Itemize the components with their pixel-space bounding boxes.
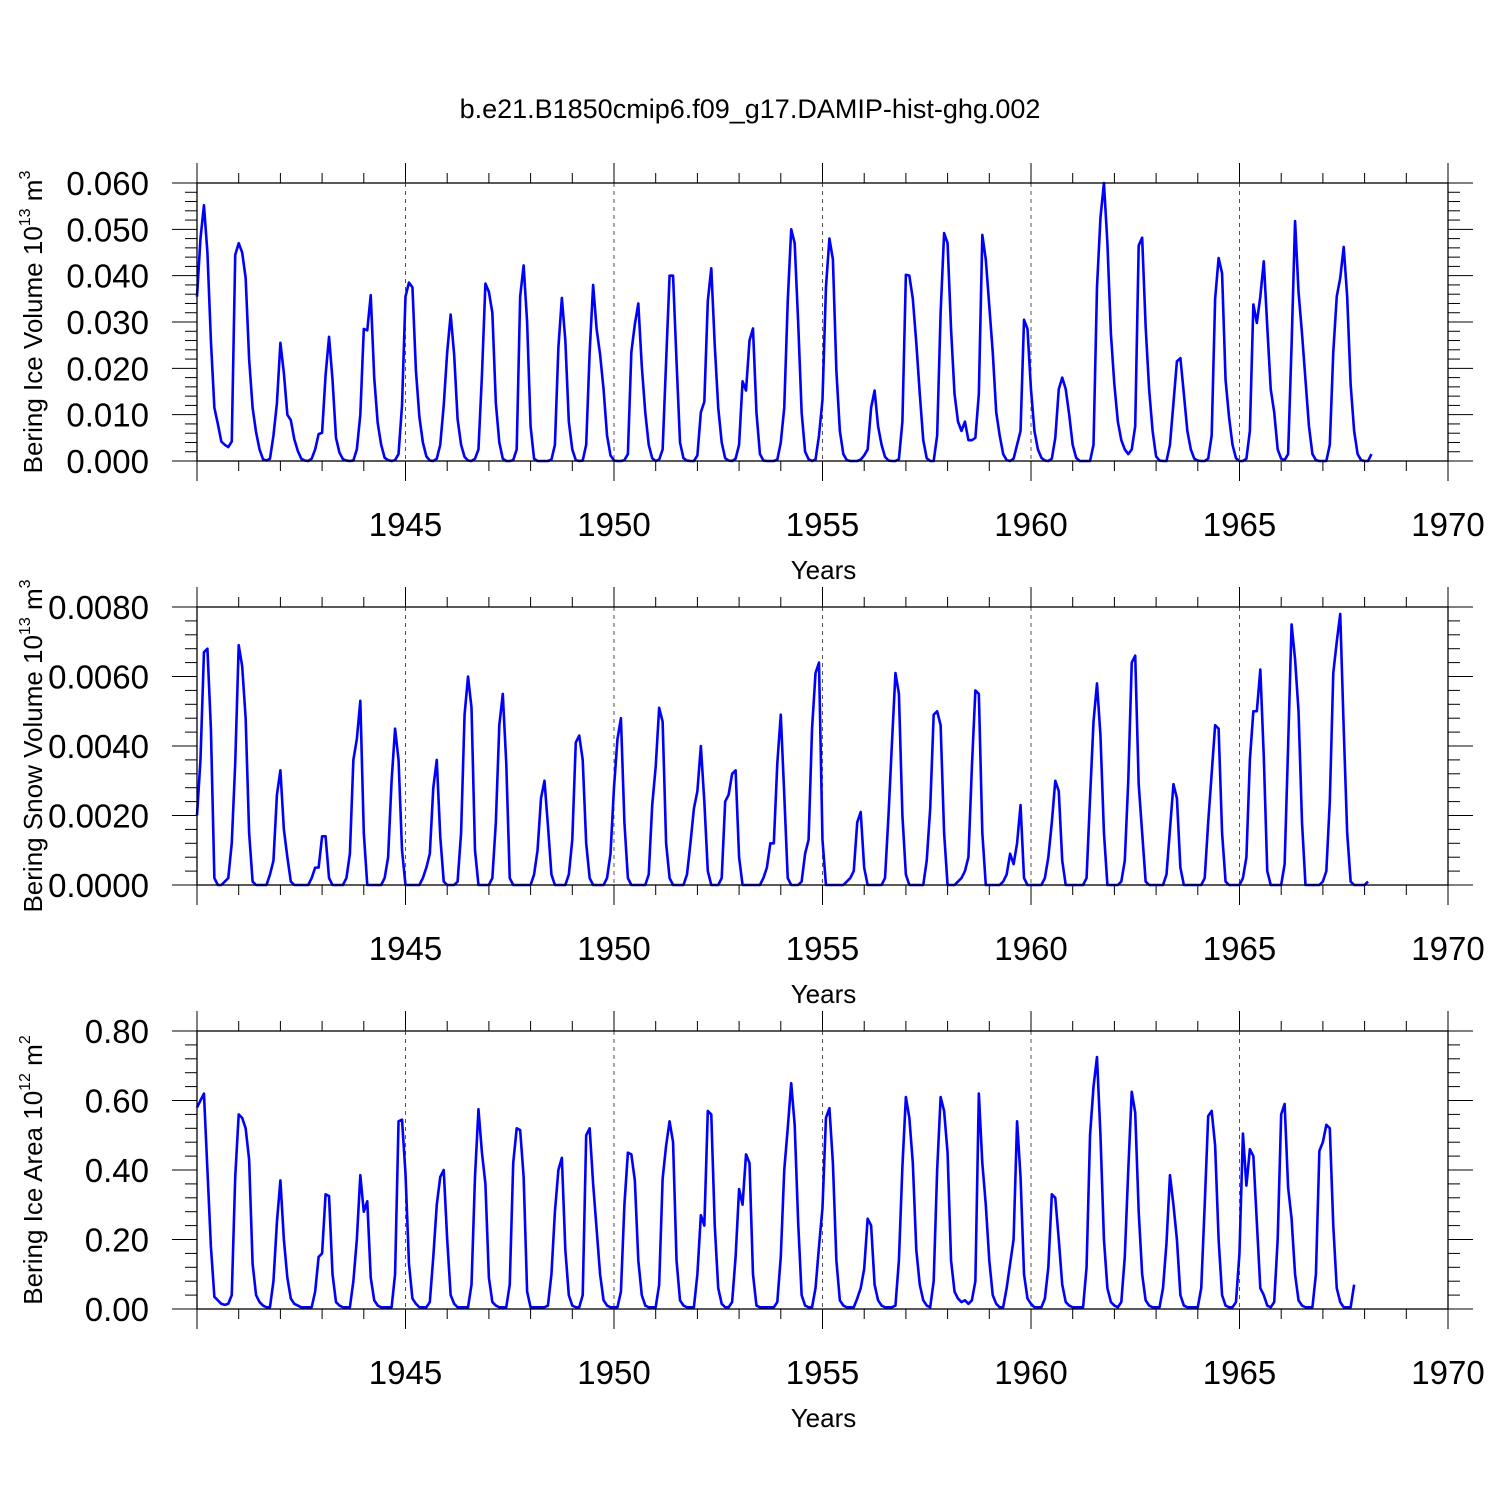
plot-frame <box>196 182 1449 462</box>
x-axis-label: Years <box>791 979 857 1009</box>
series-line <box>195 1055 1356 1309</box>
x-tick-label: 1945 <box>369 506 442 543</box>
y-tick-label: 0.60 <box>85 1083 149 1120</box>
x-axis-label: Years <box>791 555 857 585</box>
x-tick-label: 1965 <box>1203 506 1276 543</box>
y-tick-label: 0.010 <box>66 397 149 434</box>
y-axis-label: Bering Snow Volume 1013 m3 <box>17 579 48 912</box>
x-tick-label: 1960 <box>994 1354 1067 1391</box>
y-tick-label: 0.40 <box>85 1152 149 1189</box>
panel-ice-volume: 0.000 0.010 0.020 0.030 0.040 0.050 0.060 1945 1… <box>17 163 1485 585</box>
x-axis-label: Years <box>791 1403 857 1433</box>
x-tick-label: 1960 <box>994 506 1067 543</box>
x-tick-label: 1970 <box>1411 1354 1484 1391</box>
y-tick-label: 0.0060 <box>48 659 149 696</box>
y-tick-label: 0.060 <box>66 165 149 202</box>
series-line <box>195 612 1369 887</box>
panels: 0.000 0.010 0.020 0.030 0.040 0.050 0.060 1945 1… <box>17 163 1485 1433</box>
y-tick-label: 0.030 <box>66 304 149 341</box>
x-tick-label: 1950 <box>577 930 650 967</box>
figure-title: b.e21.B1850cmip6.f09_g17.DAMIP-hist-ghg.… <box>460 94 1041 124</box>
plot-frame <box>196 606 1449 886</box>
x-tick-label: 1955 <box>786 1354 859 1391</box>
panel-snow-volume: 0.0000 0.0020 0.0040 0.0060 0.0080 1945 1950 19… <box>17 579 1485 1009</box>
y-tick-label: 0.020 <box>66 350 149 387</box>
y-axis-label: Bering Ice Volume 1013 m3 <box>17 171 48 474</box>
x-tick-label: 1960 <box>994 930 1067 967</box>
y-tick-label: 0.0080 <box>48 589 149 626</box>
x-tick-label: 1950 <box>577 1354 650 1391</box>
x-tick-label: 1945 <box>369 930 442 967</box>
y-tick-label: 0.0020 <box>48 798 149 835</box>
y-tick-label: 0.0000 <box>48 867 149 904</box>
x-tick-label: 1950 <box>577 506 650 543</box>
x-tick-label: 1955 <box>786 506 859 543</box>
y-tick-label: 0.0040 <box>48 728 149 765</box>
y-tick-label: 0.20 <box>85 1222 149 1259</box>
y-tick-label: 0.050 <box>66 211 149 248</box>
y-tick-label: 0.00 <box>85 1291 149 1328</box>
y-tick-label: 0.000 <box>66 443 149 480</box>
x-tick-label: 1970 <box>1411 506 1484 543</box>
y-tick-label: 0.040 <box>66 258 149 295</box>
panel-ice-area: 0.00 0.20 0.40 0.60 0.80 1945 1950 1955 1960 1965… <box>17 1011 1485 1433</box>
x-tick-label: 1970 <box>1411 930 1484 967</box>
y-tick-label: 0.80 <box>85 1013 149 1050</box>
x-tick-label: 1945 <box>369 1354 442 1391</box>
x-tick-label: 1965 <box>1203 930 1276 967</box>
x-tick-label: 1955 <box>786 930 859 967</box>
y-axis-label: Bering Ice Area 1012 m2 <box>17 1035 48 1305</box>
plot-frame <box>196 1030 1449 1310</box>
x-tick-label: 1965 <box>1203 1354 1276 1391</box>
